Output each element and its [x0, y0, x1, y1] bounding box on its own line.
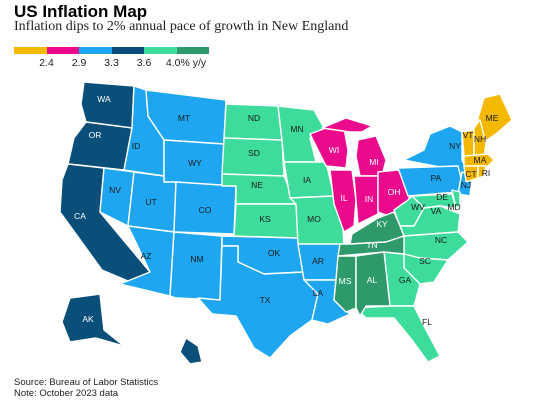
data-note: Note: October 2023 data [14, 388, 119, 399]
label-sd: SD [248, 148, 260, 158]
label-ak: AK [82, 314, 94, 324]
state-mn[interactable] [277, 105, 325, 163]
label-mn: MN [290, 124, 303, 134]
label-ky: KY [376, 219, 388, 229]
legend: 2.4 2.9 3.3 3.6 4.0% y/y [14, 47, 209, 69]
legend-label-1: 2.4 [39, 57, 54, 69]
label-al: AL [367, 275, 378, 285]
state-al[interactable] [355, 251, 391, 317]
label-wv: WV [411, 202, 425, 212]
label-or: OR [89, 130, 102, 140]
legend-swatch-3 [79, 47, 112, 54]
label-md: MD [447, 202, 460, 212]
label-la: LA [313, 288, 324, 298]
label-il: IL [340, 193, 347, 203]
state-nh[interactable] [473, 119, 487, 157]
label-de: DE [436, 192, 448, 202]
label-ct: CT [465, 169, 476, 179]
label-ar: AR [312, 256, 324, 266]
state-wa[interactable] [80, 81, 135, 129]
label-ok: OK [268, 248, 281, 258]
state-az[interactable] [119, 225, 175, 297]
label-wi: WI [329, 145, 339, 155]
label-ca: CA [74, 211, 86, 221]
label-nm: NM [190, 254, 203, 264]
state-hi[interactable] [179, 337, 203, 365]
state-tx[interactable] [197, 245, 319, 359]
label-nv: NV [109, 185, 121, 195]
legend-swatch-6 [176, 47, 209, 54]
label-fl: FL [422, 317, 432, 327]
state-ma[interactable] [463, 153, 495, 169]
label-mi: MI [369, 157, 378, 167]
legend-swatch-4 [111, 47, 144, 54]
label-nh: NH [474, 134, 486, 144]
label-wy: WY [188, 158, 202, 168]
label-ia: IA [303, 175, 311, 185]
label-va: VA [431, 206, 442, 216]
legend-label-2: 2.9 [71, 57, 87, 69]
page-title: US Inflation Map [14, 2, 148, 21]
legend-label-5: 4.0% y/y [165, 57, 207, 69]
label-nc: NC [435, 235, 447, 245]
legend-swatch-2 [46, 47, 79, 54]
state-fl[interactable] [355, 305, 441, 363]
label-oh: OH [388, 187, 401, 197]
state-ri[interactable] [477, 165, 487, 179]
state-in[interactable] [353, 175, 379, 225]
legend-swatch-1 [14, 47, 47, 54]
label-mt: MT [178, 113, 190, 123]
page-subtitle: Inflation dips to 2% annual pace of grow… [14, 19, 349, 34]
label-ny: NY [449, 141, 461, 151]
legend-label-4: 3.6 [136, 57, 152, 69]
label-wa: WA [97, 94, 111, 104]
label-co: CO [199, 205, 212, 215]
label-ga: GA [399, 275, 412, 285]
legend-color-bar [14, 47, 209, 54]
state-me[interactable] [477, 93, 513, 143]
label-ks: KS [259, 214, 271, 224]
label-in: IN [365, 194, 374, 204]
label-ut: UT [145, 197, 156, 207]
label-ma: MA [474, 155, 487, 165]
state-de[interactable] [451, 189, 461, 209]
label-tn: TN [366, 240, 377, 250]
label-id: ID [132, 141, 141, 151]
label-nj: NJ [461, 180, 471, 190]
label-ri: RI [482, 168, 491, 178]
label-me: ME [486, 113, 499, 123]
source-note: Source: Bureau of Labor Statistics [14, 377, 159, 388]
state-il[interactable] [329, 169, 357, 233]
label-mo: MO [307, 214, 321, 224]
label-ms: MS [339, 276, 352, 286]
label-tx: TX [260, 295, 271, 305]
state-nm[interactable] [169, 231, 223, 301]
label-sc: SC [419, 256, 431, 266]
label-az: AZ [141, 251, 152, 261]
label-pa: PA [431, 173, 442, 183]
label-nd: ND [248, 113, 260, 123]
label-vt: VT [463, 130, 474, 140]
legend-swatch-5 [144, 47, 177, 54]
state-ak[interactable] [61, 293, 125, 347]
legend-label-3: 3.3 [104, 57, 119, 69]
label-ne: NE [251, 180, 263, 190]
